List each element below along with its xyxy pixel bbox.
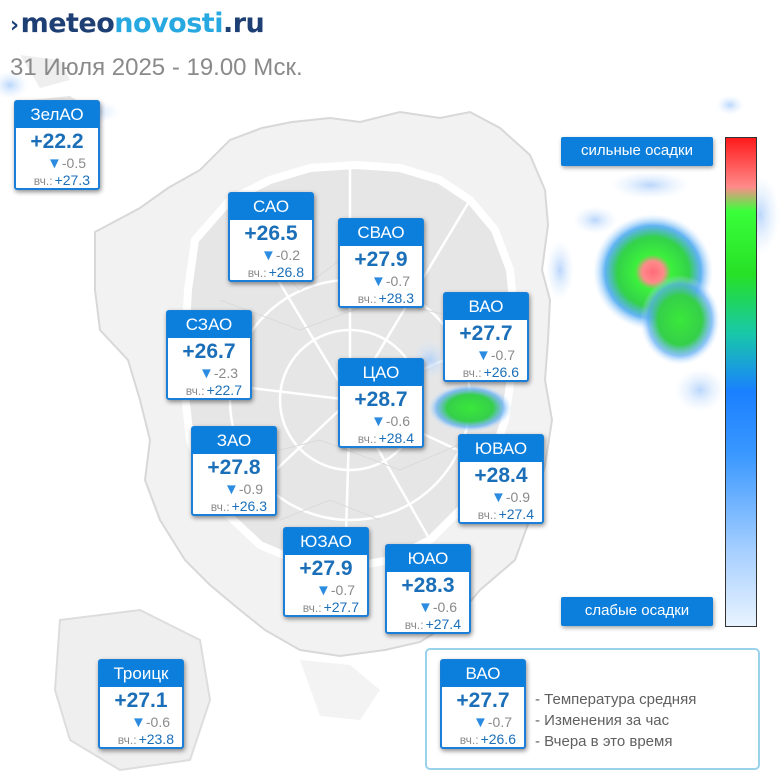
legend-example-card: ВАО +27.7 ▼-0.7 вч.: +26.6 — [440, 659, 526, 749]
district-change: ▼-0.2 — [261, 247, 300, 264]
district-yesterday: вч.: +26.6 — [459, 731, 516, 747]
strong-precip-label: сильные осадки — [561, 137, 713, 166]
district-temp: +22.2 — [30, 130, 84, 153]
district-change: ▼-0.9 — [224, 481, 263, 498]
district-name: ЮВАО — [459, 435, 543, 462]
district-name: ЗАО — [192, 427, 276, 454]
district-card: Троицк +27.1 ▼-0.6 вч.: +23.8 — [98, 659, 184, 749]
legend-item-yesterday: - Вчера в это время — [535, 733, 673, 750]
district-name: ВАО — [441, 660, 525, 687]
district-yesterday: вч.: +26.8 — [247, 264, 304, 280]
district-temp: +27.7 — [459, 322, 513, 345]
down-triangle-icon: ▼ — [261, 247, 276, 264]
district-yesterday: вч.: +27.4 — [477, 506, 534, 522]
district-name: Троицк — [99, 660, 183, 687]
district-change: ▼-0.6 — [371, 413, 410, 430]
down-triangle-icon: ▼ — [491, 489, 506, 506]
district-temp: +28.4 — [474, 464, 528, 487]
district-card: ВАО +27.7 ▼-0.7 вч.: +26.6 — [443, 292, 529, 382]
district-change: ▼-0.7 — [476, 347, 515, 364]
district-temp: +27.9 — [299, 557, 353, 580]
district-name: ЗелАО — [15, 101, 99, 128]
district-temp: +27.8 — [207, 456, 261, 479]
down-triangle-icon: ▼ — [476, 347, 491, 364]
legend-item-change: - Изменения за час — [535, 712, 670, 729]
down-triangle-icon: ▼ — [131, 714, 146, 731]
district-temp: +26.7 — [182, 340, 236, 363]
logo-mark-icon: › — [10, 13, 19, 38]
district-change: ▼-0.7 — [473, 714, 512, 731]
district-change: ▼-0.7 — [316, 582, 355, 599]
district-card: СЗАО +26.7 ▼-2.3 вч.: +22.7 — [166, 310, 252, 400]
down-triangle-icon: ▼ — [371, 413, 386, 430]
district-yesterday: вч.: +22.7 — [185, 382, 242, 398]
down-triangle-icon: ▼ — [224, 481, 239, 498]
district-name: СЗАО — [167, 311, 251, 338]
weak-precip-label: слабые осадки — [561, 597, 713, 626]
down-triangle-icon: ▼ — [418, 599, 433, 616]
district-change: ▼-0.7 — [371, 273, 410, 290]
district-name: ЮЗАО — [284, 528, 368, 555]
district-yesterday: вч.: +27.7 — [302, 599, 359, 615]
district-card: ЗАО +27.8 ▼-0.9 вч.: +26.3 — [191, 426, 277, 516]
district-temp: +27.7 — [456, 689, 510, 712]
district-change: ▼-0.6 — [131, 714, 170, 731]
district-temp: +26.5 — [244, 222, 298, 245]
down-triangle-icon: ▼ — [199, 365, 214, 382]
legend-item-temperature: - Температура средняя — [535, 691, 697, 708]
district-change: ▼-2.3 — [199, 365, 238, 382]
district-card: ЮЗАО +27.9 ▼-0.7 вч.: +27.7 — [283, 527, 369, 617]
district-change: ▼-0.5 — [47, 155, 86, 172]
district-name: ЦАО — [339, 359, 423, 386]
district-card: ЮАО +28.3 ▼-0.6 вч.: +27.4 — [385, 544, 471, 634]
down-triangle-icon: ▼ — [371, 273, 386, 290]
district-card: ЗелАО +22.2 ▼-0.5 вч.: +27.3 — [14, 100, 100, 190]
district-name: САО — [229, 193, 313, 220]
precipitation-scale — [725, 137, 757, 627]
district-card: ЦАО +28.7 ▼-0.6 вч.: +28.4 — [338, 358, 424, 448]
down-triangle-icon: ▼ — [316, 582, 331, 599]
site-logo[interactable]: ›meteonovosti.ru — [10, 8, 265, 39]
district-yesterday: вч.: +27.3 — [33, 172, 90, 188]
district-temp: +28.7 — [354, 388, 408, 411]
district-card: САО +26.5 ▼-0.2 вч.: +26.8 — [228, 192, 314, 282]
datetime-subtitle: 31 Июля 2025 - 19.00 Мск. — [10, 54, 303, 81]
district-yesterday: вч.: +28.4 — [357, 430, 414, 446]
district-yesterday: вч.: +23.8 — [117, 731, 174, 747]
district-yesterday: вч.: +26.3 — [210, 498, 267, 514]
legend-texts: - Температура средняя - Изменения за час… — [535, 689, 696, 752]
down-triangle-icon: ▼ — [47, 155, 62, 172]
district-temp: +27.1 — [114, 689, 168, 712]
district-temp: +28.3 — [401, 574, 455, 597]
district-change: ▼-0.6 — [418, 599, 457, 616]
district-yesterday: вч.: +28.3 — [357, 290, 414, 306]
district-change: ▼-0.9 — [491, 489, 530, 506]
district-yesterday: вч.: +26.6 — [462, 364, 519, 380]
district-temp: +27.9 — [354, 248, 408, 271]
district-name: ВАО — [444, 293, 528, 320]
district-card: СВАО +27.9 ▼-0.7 вч.: +28.3 — [338, 218, 424, 308]
district-yesterday: вч.: +27.4 — [404, 616, 461, 632]
down-triangle-icon: ▼ — [473, 714, 488, 731]
district-name: ЮАО — [386, 545, 470, 572]
district-card: ЮВАО +28.4 ▼-0.9 вч.: +27.4 — [458, 434, 544, 524]
district-name: СВАО — [339, 219, 423, 246]
